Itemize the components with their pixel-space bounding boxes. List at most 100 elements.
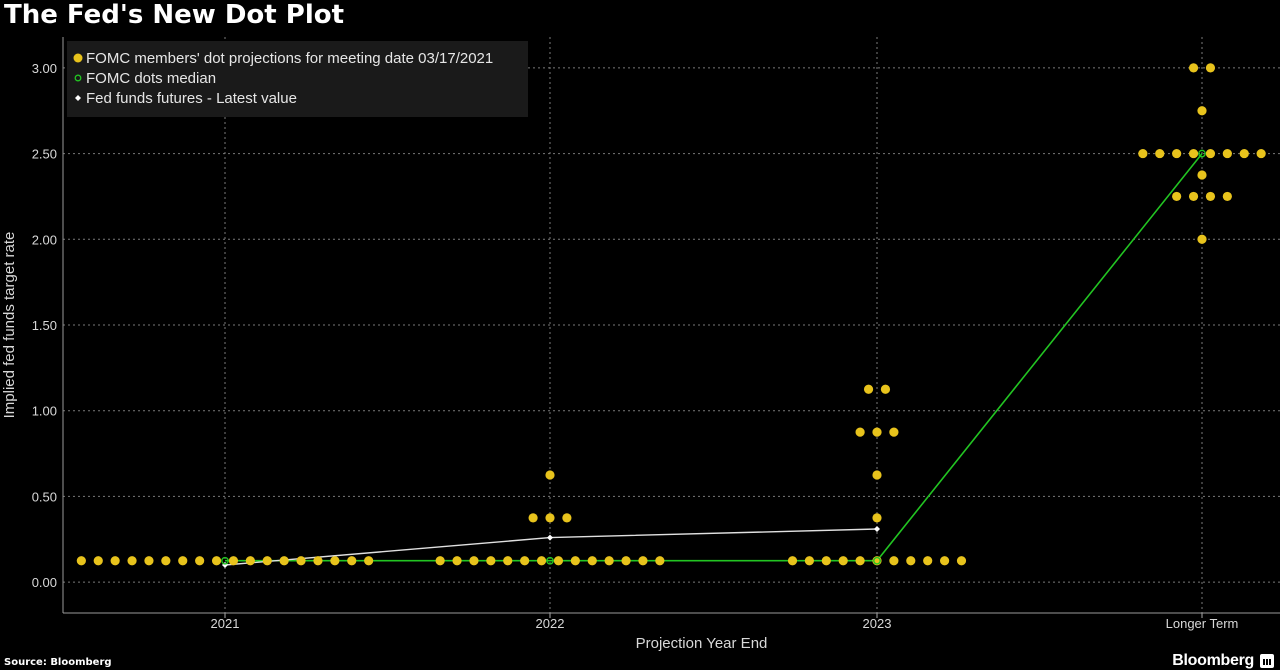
projection-dot <box>562 513 572 523</box>
projection-dot <box>855 556 865 566</box>
projection-dot <box>880 384 891 394</box>
x-tick-label: Longer Term <box>1166 616 1239 631</box>
source-note: Source: Bloomberg <box>4 657 112 668</box>
bloomberg-logo: Bloomberg <box>1172 652 1254 669</box>
projection-dot <box>863 384 874 394</box>
projection-dot <box>872 427 882 437</box>
legend: FOMC members' dot projections for meetin… <box>67 41 528 117</box>
series-lines <box>222 153 1203 568</box>
projection-dot <box>144 556 154 566</box>
projection-dot <box>1222 148 1232 159</box>
projection-dot <box>906 556 916 566</box>
median-line <box>225 153 1203 562</box>
projection-dot <box>604 556 614 566</box>
projection-dot <box>923 556 933 566</box>
projection-dot <box>211 556 222 566</box>
futures-point <box>547 534 553 541</box>
projection-dot <box>1155 148 1165 159</box>
projection-dot <box>587 556 597 566</box>
projection-dot <box>435 556 445 566</box>
median-point <box>873 556 881 565</box>
projection-dot <box>93 556 103 566</box>
projection-dot <box>228 556 239 566</box>
legend-circle-icon <box>74 74 82 82</box>
projection-dot <box>838 556 848 566</box>
y-tick-label: 2.00 <box>32 232 57 247</box>
y-tick-label: 1.00 <box>32 404 57 419</box>
projection-dot <box>655 556 665 566</box>
projection-dot <box>76 556 86 566</box>
projection-dot <box>469 556 479 566</box>
projection-dot <box>520 556 530 566</box>
y-tick-label: 0.50 <box>32 489 57 504</box>
projection-dot <box>1172 191 1182 202</box>
projection-dot <box>872 470 882 480</box>
projection-dot <box>545 513 555 523</box>
axes: 0.00 0.50 1.00 1.50 2.00 2.50 3.00 2021 2022 2023… <box>1 37 1280 652</box>
legend-label: Fed funds futures - Latest value <box>86 90 297 107</box>
projection-dot <box>570 556 580 566</box>
projection-dot <box>313 556 323 566</box>
projection-dot <box>452 556 462 566</box>
futures-point <box>874 526 880 532</box>
y-axis-title: Implied fed funds target rate <box>1 232 18 419</box>
legend-dot-icon <box>73 53 83 63</box>
projection-dot <box>889 556 899 566</box>
legend-diamond-icon <box>75 95 81 101</box>
projection-dot <box>1188 148 1199 159</box>
projection-dot <box>1197 170 1207 180</box>
projection-dot <box>545 470 555 480</box>
projection-dot <box>889 427 899 437</box>
projection-dot <box>347 556 357 566</box>
legend-label: FOMC dots median <box>86 70 216 87</box>
projection-dot <box>245 556 255 566</box>
projection-dot <box>1138 148 1148 159</box>
projection-dot <box>279 556 289 566</box>
projection-dot <box>1205 63 1216 73</box>
projection-dot <box>855 427 865 437</box>
legend-box <box>67 41 528 117</box>
projection-dot <box>262 556 272 566</box>
projection-dot <box>1172 148 1182 159</box>
x-axis-title: Projection Year End <box>636 635 768 652</box>
dot-projections <box>76 63 1266 566</box>
y-tick-label: 3.00 <box>32 61 57 76</box>
grid-lines <box>63 37 1280 613</box>
projection-dot <box>1205 148 1216 159</box>
y-tick-label: 0.00 <box>32 575 57 590</box>
projection-dot <box>1197 234 1207 244</box>
projection-dot <box>536 556 547 566</box>
projection-dot <box>127 556 137 566</box>
projection-dot <box>621 556 631 566</box>
futures-line <box>224 528 878 566</box>
projection-dot <box>940 556 950 566</box>
projection-dot <box>528 513 538 523</box>
projection-dot <box>1256 148 1266 159</box>
legend-label: FOMC members' dot projections for meetin… <box>86 50 493 67</box>
projection-dot <box>553 556 564 566</box>
median-point <box>221 556 229 565</box>
projection-dot <box>956 556 967 566</box>
y-tick-label: 1.50 <box>32 318 57 333</box>
projection-dot <box>364 556 374 566</box>
projection-dot <box>1197 106 1207 116</box>
projection-dot <box>296 556 306 566</box>
chart-title: The Fed's New Dot Plot <box>4 0 345 30</box>
projection-dot <box>638 556 648 566</box>
y-tick-label: 2.50 <box>32 147 57 162</box>
projection-dot <box>1188 63 1199 73</box>
projection-dot <box>1239 148 1249 159</box>
projection-dot <box>1205 191 1216 202</box>
x-tick-label: 2023 <box>863 616 892 631</box>
projection-dot <box>178 556 188 566</box>
projection-dot <box>1222 191 1232 202</box>
projection-dot <box>486 556 496 566</box>
projection-dot <box>787 556 798 566</box>
projection-dot <box>195 556 205 566</box>
projection-dot <box>161 556 171 566</box>
x-tick-label: 2021 <box>211 616 240 631</box>
bloomberg-terminal-icon <box>1260 654 1274 668</box>
projection-dot <box>804 556 815 566</box>
projection-dot <box>110 556 120 566</box>
